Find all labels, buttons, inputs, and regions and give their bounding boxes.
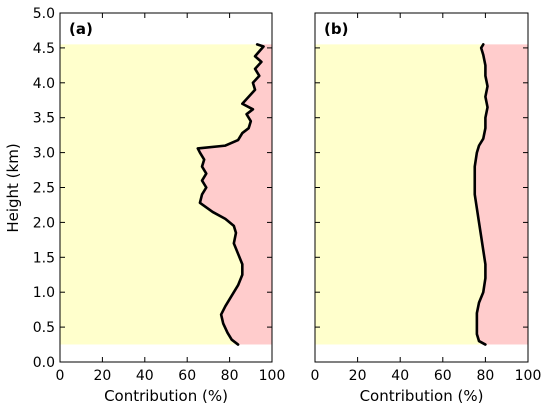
right-fill-area — [474, 44, 528, 345]
x-axis-label: Contribution (%) — [360, 387, 484, 405]
panel-label: (b) — [324, 20, 348, 38]
y-tick-label: 0.5 — [33, 320, 55, 336]
panel-label: (a) — [69, 20, 93, 38]
profile-line — [473, 43, 489, 346]
y-tick-label: 5.0 — [33, 6, 55, 22]
y-tick-label: 2.5 — [33, 181, 55, 197]
x-tick-label: 20 — [93, 368, 111, 384]
left-fill-area — [315, 44, 488, 345]
y-tick-label: 3.0 — [33, 146, 55, 162]
x-tick-label: 100 — [515, 368, 542, 384]
y-tick-label: 3.5 — [33, 111, 55, 127]
x-tick-label: 0 — [311, 368, 320, 384]
panel-a: 0 20 40 60 80 100 0.0 0.5 1.0 1.5 2.0 2.5 3.0 3.5 4.0 4… — [33, 6, 286, 405]
x-tick-label: 40 — [391, 368, 409, 384]
y-tick-label: 1.5 — [33, 250, 55, 266]
x-tick-label: 80 — [221, 368, 239, 384]
profile-line — [196, 43, 265, 346]
x-tick-label: 60 — [178, 368, 196, 384]
x-tick-label: 100 — [259, 368, 286, 384]
right-fill-area — [197, 44, 272, 345]
x-axis-label: Contribution (%) — [104, 387, 228, 405]
x-tick-label: 80 — [476, 368, 494, 384]
x-tick-label: 60 — [434, 368, 452, 384]
y-tick-label: 4.0 — [33, 76, 55, 92]
x-tick-label: 0 — [56, 368, 65, 384]
x-tick-label: 20 — [349, 368, 367, 384]
x-tick-label: 40 — [136, 368, 154, 384]
y-tick-label: 1.0 — [33, 285, 55, 301]
y-axis-label: Height (km) — [4, 143, 22, 232]
left-fill-area — [60, 44, 264, 345]
y-tick-label: 4.5 — [33, 41, 55, 57]
y-tick-label: 0.0 — [33, 355, 55, 371]
panel-b: 0 20 40 60 80 100 (b) Contribution (%) — [311, 12, 542, 405]
y-tick-label: 2.0 — [33, 215, 55, 231]
